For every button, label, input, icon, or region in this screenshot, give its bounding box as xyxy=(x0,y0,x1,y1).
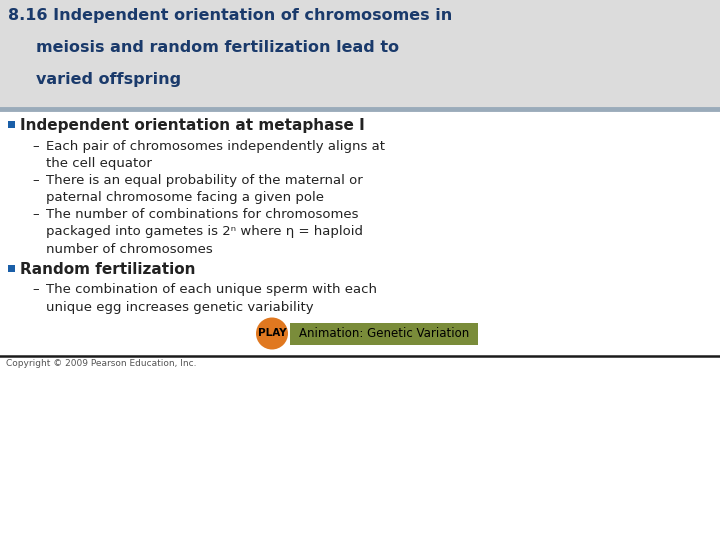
Text: meiosis and random fertilization lead to: meiosis and random fertilization lead to xyxy=(36,40,399,55)
FancyBboxPatch shape xyxy=(0,0,720,108)
Text: The number of combinations for chromosomes
packaged into gametes is 2ⁿ where η =: The number of combinations for chromosom… xyxy=(46,208,363,256)
Text: Independent orientation at metaphase I: Independent orientation at metaphase I xyxy=(20,118,365,133)
Text: –: – xyxy=(32,140,39,153)
FancyBboxPatch shape xyxy=(8,265,15,272)
FancyBboxPatch shape xyxy=(290,322,478,345)
Text: 8.16 Independent orientation of chromosomes in: 8.16 Independent orientation of chromoso… xyxy=(8,8,452,23)
Text: Copyright © 2009 Pearson Education, Inc.: Copyright © 2009 Pearson Education, Inc. xyxy=(6,360,197,368)
Text: There is an equal probability of the maternal or
paternal chromosome facing a gi: There is an equal probability of the mat… xyxy=(46,174,363,205)
Text: Random fertilization: Random fertilization xyxy=(20,261,196,276)
Text: The combination of each unique sperm with each
unique egg increases genetic vari: The combination of each unique sperm wit… xyxy=(46,284,377,314)
Text: –: – xyxy=(32,174,39,187)
Text: –: – xyxy=(32,284,39,296)
Text: PLAY: PLAY xyxy=(258,328,287,339)
Text: Animation: Genetic Variation: Animation: Genetic Variation xyxy=(299,327,469,340)
Text: Each pair of chromosomes independently aligns at
the cell equator: Each pair of chromosomes independently a… xyxy=(46,140,385,171)
Text: –: – xyxy=(32,208,39,221)
Text: varied offspring: varied offspring xyxy=(36,72,181,87)
FancyBboxPatch shape xyxy=(8,121,15,128)
Circle shape xyxy=(256,318,288,349)
